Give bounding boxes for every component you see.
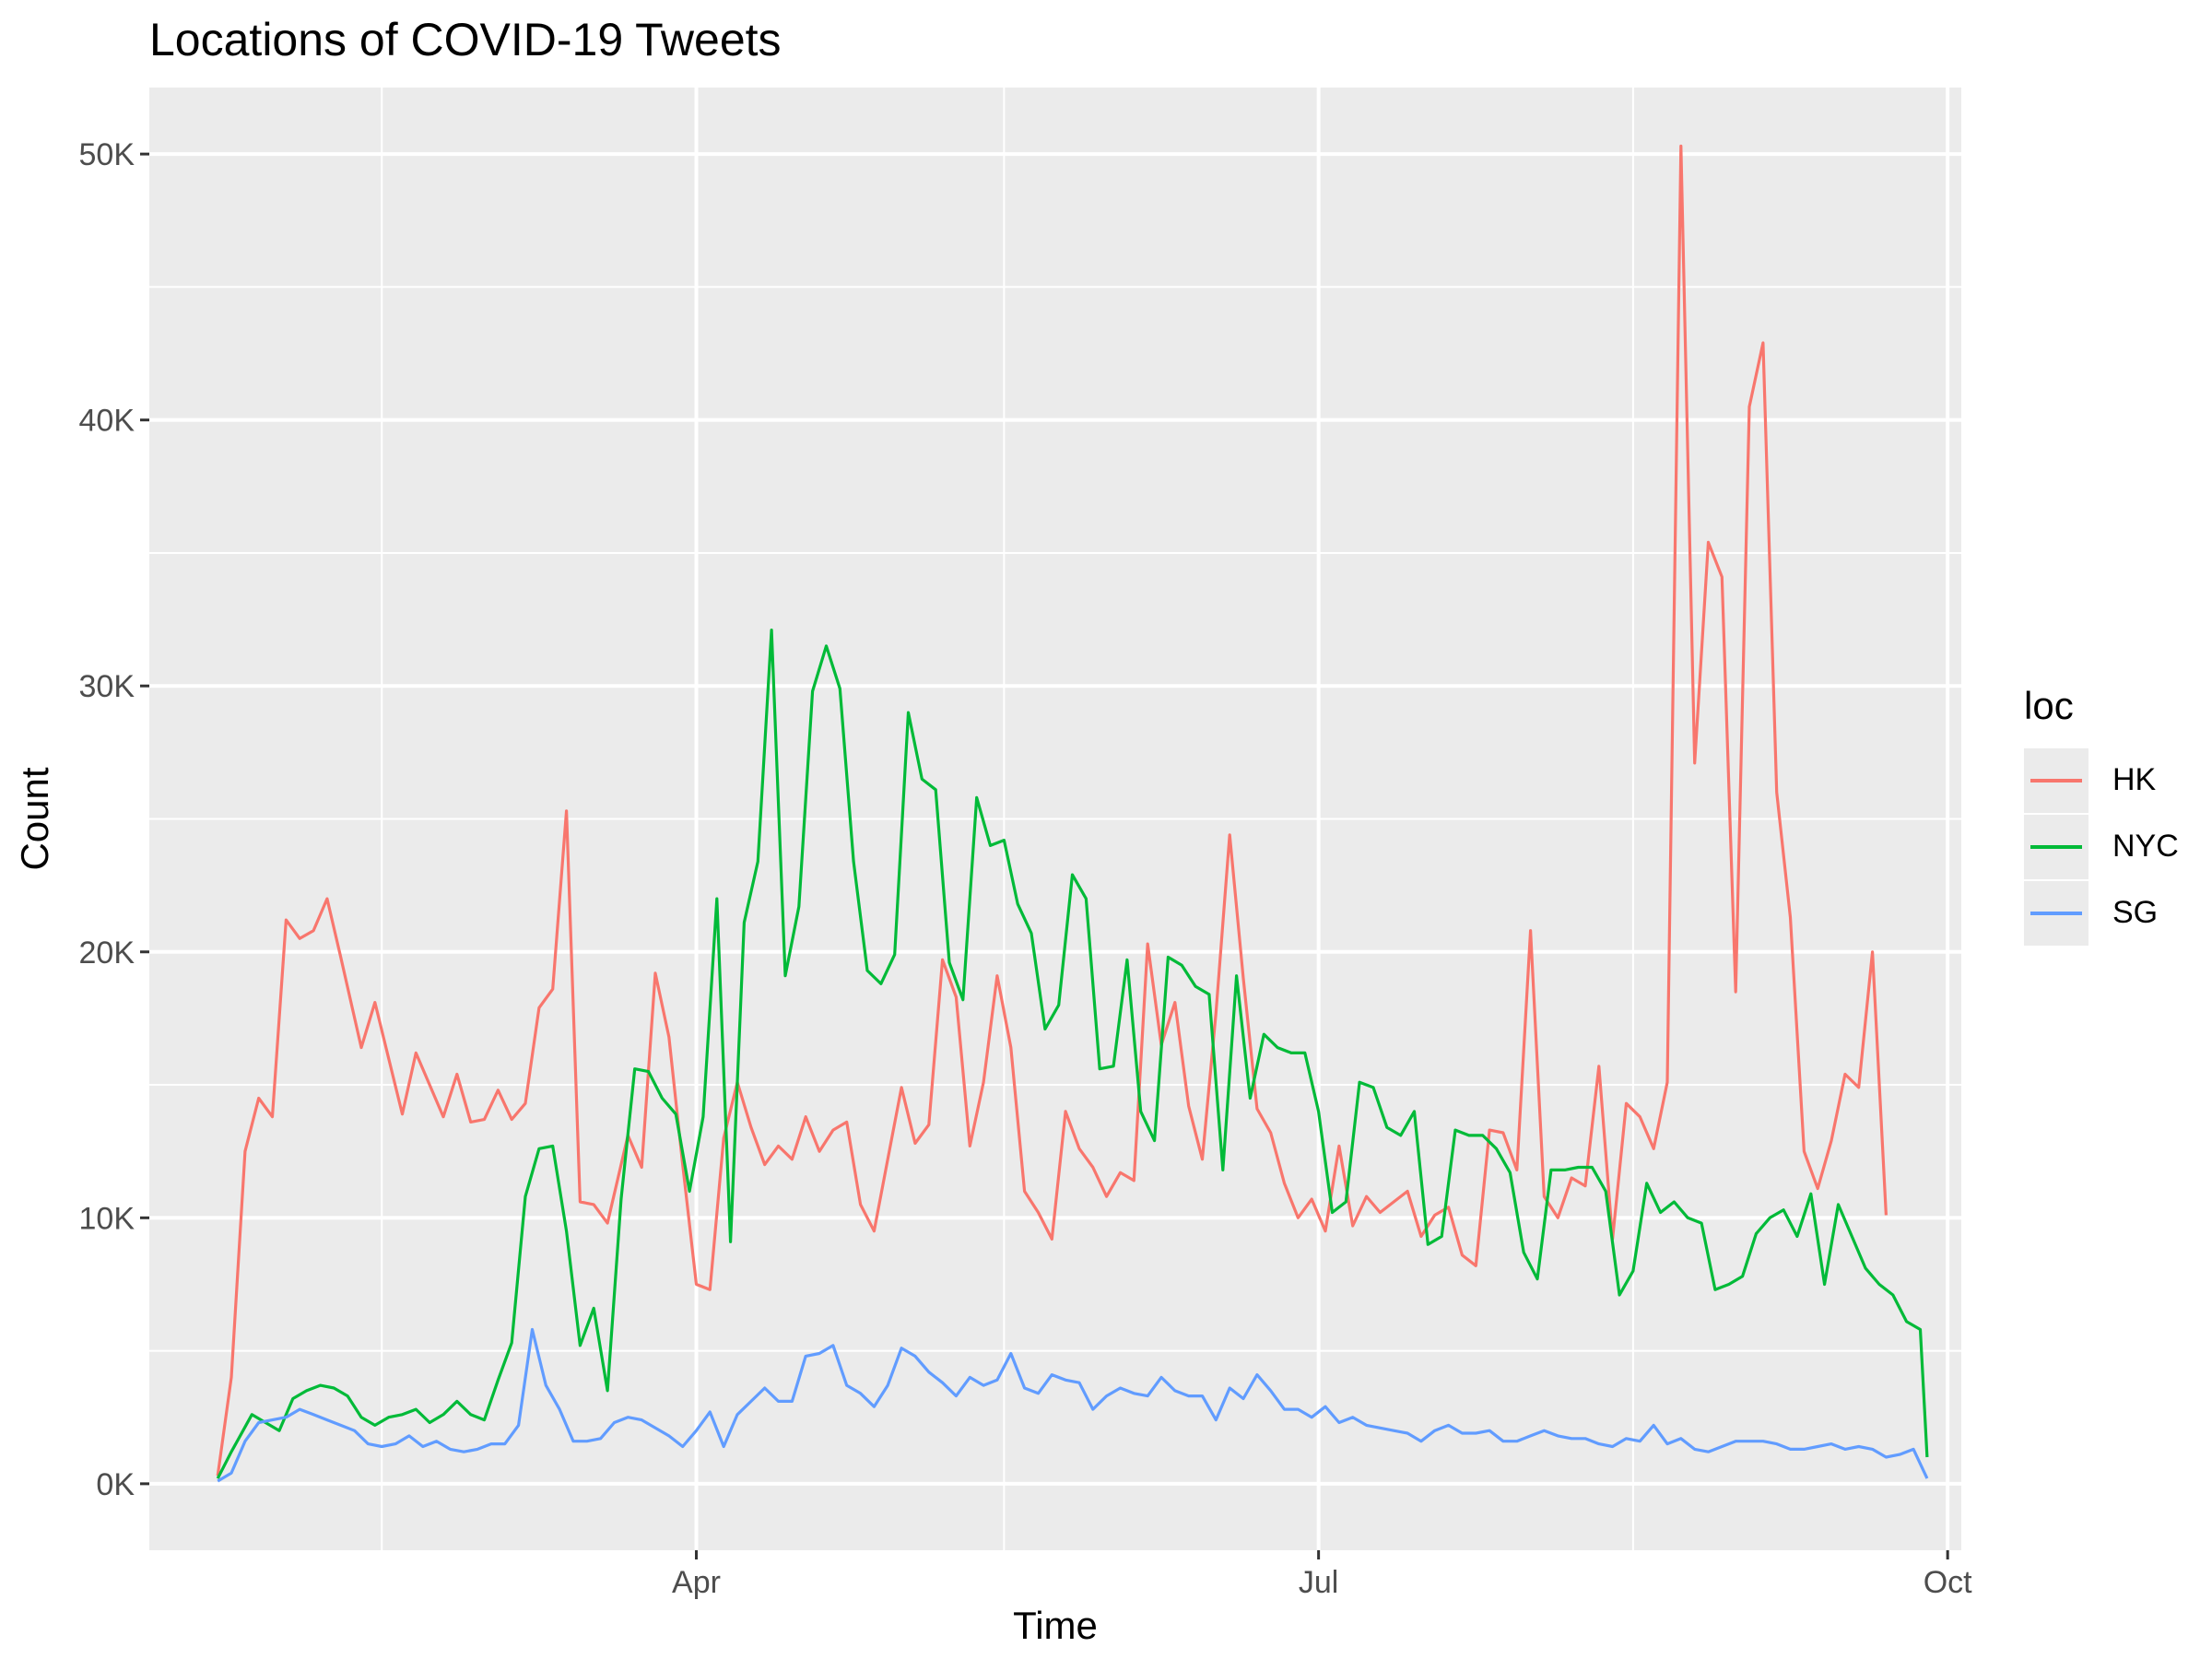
legend-key-hk xyxy=(2024,748,2088,813)
y-tick-label: 0K xyxy=(96,1467,135,1502)
legend-swatch-sg xyxy=(2030,912,2082,915)
minor-gridlines xyxy=(149,88,1961,1550)
series-line-sg xyxy=(217,1327,1929,1483)
series-line-nyc xyxy=(216,628,1929,1479)
legend-swatch-nyc xyxy=(2030,845,2082,849)
y-tick-label: 40K xyxy=(79,404,135,439)
y-tick-label: 20K xyxy=(79,935,135,971)
y-axis: 0K 10K 20K 30K 40K 50K xyxy=(79,137,149,1502)
y-tick-label: 50K xyxy=(79,137,135,172)
y-tick-label: 10K xyxy=(79,1201,135,1236)
legend-key-sg xyxy=(2024,881,2088,946)
y-tick-label: 30K xyxy=(79,669,135,704)
legend-title: loc xyxy=(2024,684,2074,727)
legend-label-nyc: NYC xyxy=(2112,829,2179,864)
legend-label-hk: HK xyxy=(2112,762,2157,797)
x-tick-label: Jul xyxy=(1299,1565,1338,1600)
series-lines xyxy=(216,144,1929,1483)
x-tick-label: Apr xyxy=(672,1565,721,1600)
x-axis-title: Time xyxy=(1013,1604,1098,1647)
legend-label-sg: SG xyxy=(2112,895,2159,930)
legend-swatch-hk xyxy=(2030,779,2082,782)
chart-title: Locations of COVID-19 Tweets xyxy=(149,14,782,65)
x-axis: Apr Jul Oct xyxy=(672,1550,1972,1600)
series-line-hk xyxy=(216,144,1888,1477)
legend-key-nyc xyxy=(2024,815,2088,879)
x-tick-label: Oct xyxy=(1924,1565,1972,1600)
y-axis-title: Count xyxy=(13,767,56,870)
